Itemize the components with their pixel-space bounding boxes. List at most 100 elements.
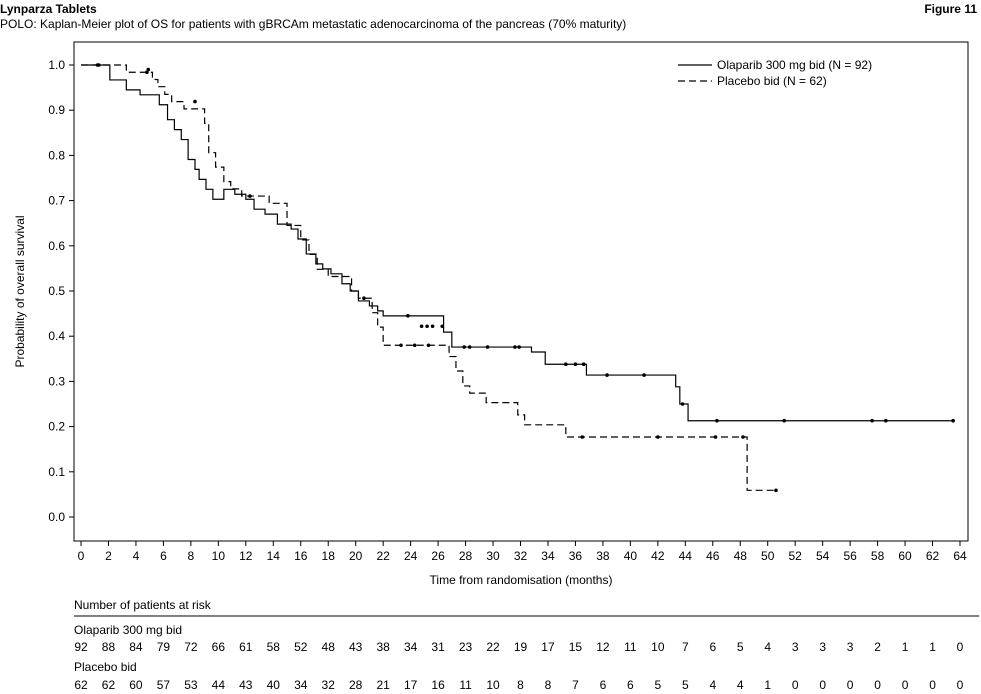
x-tick-label: 36 xyxy=(569,549,583,563)
risk-count: 3 xyxy=(847,640,854,654)
x-tick-label: 0 xyxy=(78,549,85,563)
risk-count: 84 xyxy=(129,640,143,654)
risk-count: 0 xyxy=(847,678,854,692)
risk-count: 3 xyxy=(792,640,799,654)
risk-group-name: Placebo bid xyxy=(74,660,137,674)
censor-mark xyxy=(580,435,585,439)
risk-count: 22 xyxy=(486,640,500,654)
risk-count: 8 xyxy=(517,678,524,692)
risk-count: 2 xyxy=(874,640,881,654)
risk-count: 88 xyxy=(102,640,116,654)
censor-mark xyxy=(362,296,366,301)
chart-title: POLO: Kaplan-Meier plot of OS for patien… xyxy=(0,17,627,31)
censor-mark xyxy=(193,99,197,104)
risk-count: 1 xyxy=(902,640,909,654)
censor-mark xyxy=(741,435,745,439)
series-line-placebo xyxy=(81,64,776,491)
x-tick-label: 24 xyxy=(404,549,418,563)
x-tick-label: 56 xyxy=(843,549,857,563)
censor-mark xyxy=(642,373,646,377)
risk-count: 1 xyxy=(929,640,936,654)
y-axis-label: Probability of overall survival xyxy=(13,215,27,367)
risk-count: 5 xyxy=(682,678,689,692)
risk-count: 4 xyxy=(709,678,716,692)
x-tick-label: 20 xyxy=(349,549,363,563)
risk-count: 5 xyxy=(655,678,662,692)
censor-mark xyxy=(425,324,429,329)
censor-mark xyxy=(680,402,685,406)
censor-mark xyxy=(419,324,424,329)
x-tick-label: 52 xyxy=(789,549,803,563)
censor-mark xyxy=(951,418,955,423)
legend-label: Olaparib 300 mg bid (N = 92) xyxy=(717,58,872,72)
y-tick-label: 0.0 xyxy=(48,510,65,524)
risk-count: 16 xyxy=(431,678,445,692)
x-tick-label: 12 xyxy=(239,549,253,563)
censor-mark xyxy=(485,345,490,349)
risk-count: 19 xyxy=(514,640,528,654)
censor-mark xyxy=(713,435,718,439)
risk-count: 17 xyxy=(404,678,418,692)
x-tick-label: 60 xyxy=(898,549,912,563)
x-axis-label: Time from randomisation (months) xyxy=(430,573,613,587)
risk-count: 52 xyxy=(294,640,308,654)
risk-group-name: Olaparib 300 mg bid xyxy=(74,623,182,637)
censor-mark xyxy=(605,373,609,377)
censor-mark xyxy=(440,324,445,329)
risk-count: 7 xyxy=(572,678,579,692)
risk-count: 61 xyxy=(239,640,253,654)
risk-count: 6 xyxy=(709,640,716,654)
x-tick-label: 62 xyxy=(926,549,940,563)
censor-mark xyxy=(426,343,431,348)
risk-count: 40 xyxy=(267,678,281,692)
y-tick-label: 0.9 xyxy=(48,103,65,117)
risk-count: 57 xyxy=(157,678,171,692)
risk-count: 0 xyxy=(792,678,799,692)
risk-count: 44 xyxy=(212,678,226,692)
risk-count: 11 xyxy=(624,640,637,654)
censor-mark xyxy=(145,70,149,75)
censor-mark xyxy=(573,362,578,367)
censor-mark xyxy=(430,324,435,329)
risk-count: 66 xyxy=(212,640,226,654)
y-tick-label: 0.2 xyxy=(48,420,65,434)
risk-count: 92 xyxy=(74,640,88,654)
x-tick-label: 30 xyxy=(486,549,500,563)
x-tick-label: 38 xyxy=(596,549,610,563)
x-tick-label: 40 xyxy=(624,549,638,563)
censor-mark xyxy=(774,488,778,493)
censor-mark xyxy=(581,362,586,367)
risk-count: 21 xyxy=(376,678,390,692)
risk-count: 0 xyxy=(902,678,909,692)
risk-count: 5 xyxy=(737,640,744,654)
y-tick-label: 0.8 xyxy=(48,148,65,162)
risk-count: 23 xyxy=(459,640,473,654)
chart-axes: 0.00.10.20.30.40.50.60.70.80.91.00 2 4 6 8 10… xyxy=(13,41,969,587)
censor-mark xyxy=(517,345,521,349)
censor-mark xyxy=(884,418,888,423)
risk-count: 60 xyxy=(129,678,143,692)
risk-count: 34 xyxy=(294,678,308,692)
censor-mark xyxy=(513,345,517,349)
risk-count: 17 xyxy=(541,640,555,654)
x-tick-label: 44 xyxy=(679,549,693,563)
risk-count: 43 xyxy=(239,678,253,692)
risk-table: Number of patients at risk Olaparib 300 m… xyxy=(74,598,979,692)
y-tick-label: 0.4 xyxy=(48,329,65,343)
x-tick-label: 18 xyxy=(322,549,336,563)
censor-mark xyxy=(146,67,151,72)
risk-count: 62 xyxy=(74,678,88,692)
censor-mark xyxy=(782,418,786,423)
risk-count: 32 xyxy=(322,678,336,692)
risk-count: 4 xyxy=(764,640,771,654)
censor-mark xyxy=(467,345,472,349)
censor-mark xyxy=(564,362,568,367)
x-tick-label: 6 xyxy=(160,549,167,563)
x-tick-label: 28 xyxy=(459,549,473,563)
series-line-olaparib xyxy=(81,64,954,422)
x-tick-label: 22 xyxy=(376,549,390,563)
risk-table-title: Number of patients at risk xyxy=(74,598,212,612)
x-tick-label: 26 xyxy=(431,549,445,563)
y-tick-label: 0.3 xyxy=(48,374,65,388)
